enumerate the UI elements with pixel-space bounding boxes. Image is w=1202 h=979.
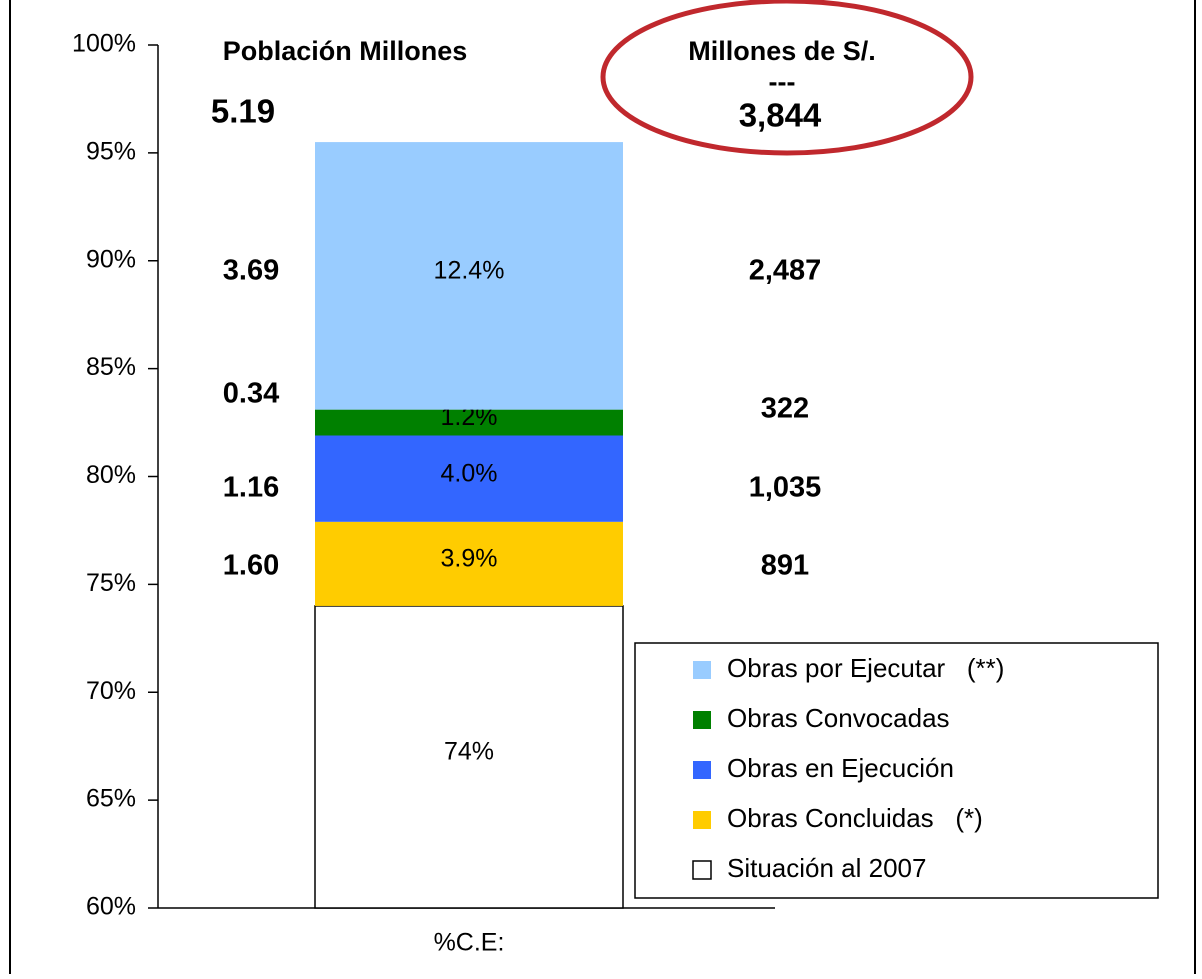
segment-label: 3.9% <box>441 544 498 572</box>
bar-segment <box>315 435 623 522</box>
legend-swatch <box>693 761 711 779</box>
legend-label: Obras Concluidas (*) <box>727 803 983 833</box>
population-value: 0.34 <box>223 378 279 410</box>
population-total: 5.19 <box>211 93 275 130</box>
amount-value: 2,487 <box>749 255 822 287</box>
amount-value: 891 <box>761 550 809 582</box>
legend-box <box>634 642 1159 899</box>
legend-swatch <box>692 860 712 880</box>
highlight-ellipse <box>600 0 974 156</box>
x-tick-label: %C.E: <box>434 929 505 957</box>
amount-header: Millones de S/. <box>688 36 876 66</box>
legend-swatch <box>693 711 711 729</box>
bar-segment <box>314 605 624 909</box>
population-header: Población Millones <box>223 36 468 66</box>
amount-value: 1,035 <box>749 472 822 504</box>
bar-segment <box>315 409 623 436</box>
bar-segment <box>315 521 623 606</box>
amount-total: 3,844 <box>739 97 822 134</box>
population-value: 1.16 <box>223 472 279 504</box>
legend-swatch <box>693 661 711 679</box>
bar-segment <box>315 142 623 410</box>
y-tick-label: 75% <box>86 569 136 597</box>
legend-swatch <box>693 811 711 829</box>
amount-separator: --- <box>769 67 796 97</box>
y-tick-label: 65% <box>86 785 136 813</box>
y-tick-label: 70% <box>86 677 136 705</box>
legend-label: Obras Convocadas <box>727 703 950 733</box>
y-tick-label: 60% <box>86 893 136 921</box>
segment-label: 4.0% <box>441 459 498 487</box>
population-value: 3.69 <box>223 255 279 287</box>
y-tick-label: 85% <box>86 353 136 381</box>
amount-value: 322 <box>761 393 809 425</box>
population-value: 1.60 <box>223 550 279 582</box>
legend-label: Obras por Ejecutar (**) <box>727 653 1004 683</box>
y-tick-label: 80% <box>86 461 136 489</box>
segment-label: 12.4% <box>434 256 505 284</box>
y-tick-label: 95% <box>86 137 136 165</box>
legend-label: Obras en Ejecución <box>727 753 954 783</box>
y-tick-label: 100% <box>72 30 136 58</box>
y-tick-label: 90% <box>86 245 136 273</box>
segment-label: 74% <box>444 738 494 766</box>
legend-label: Situación al 2007 <box>727 853 926 883</box>
